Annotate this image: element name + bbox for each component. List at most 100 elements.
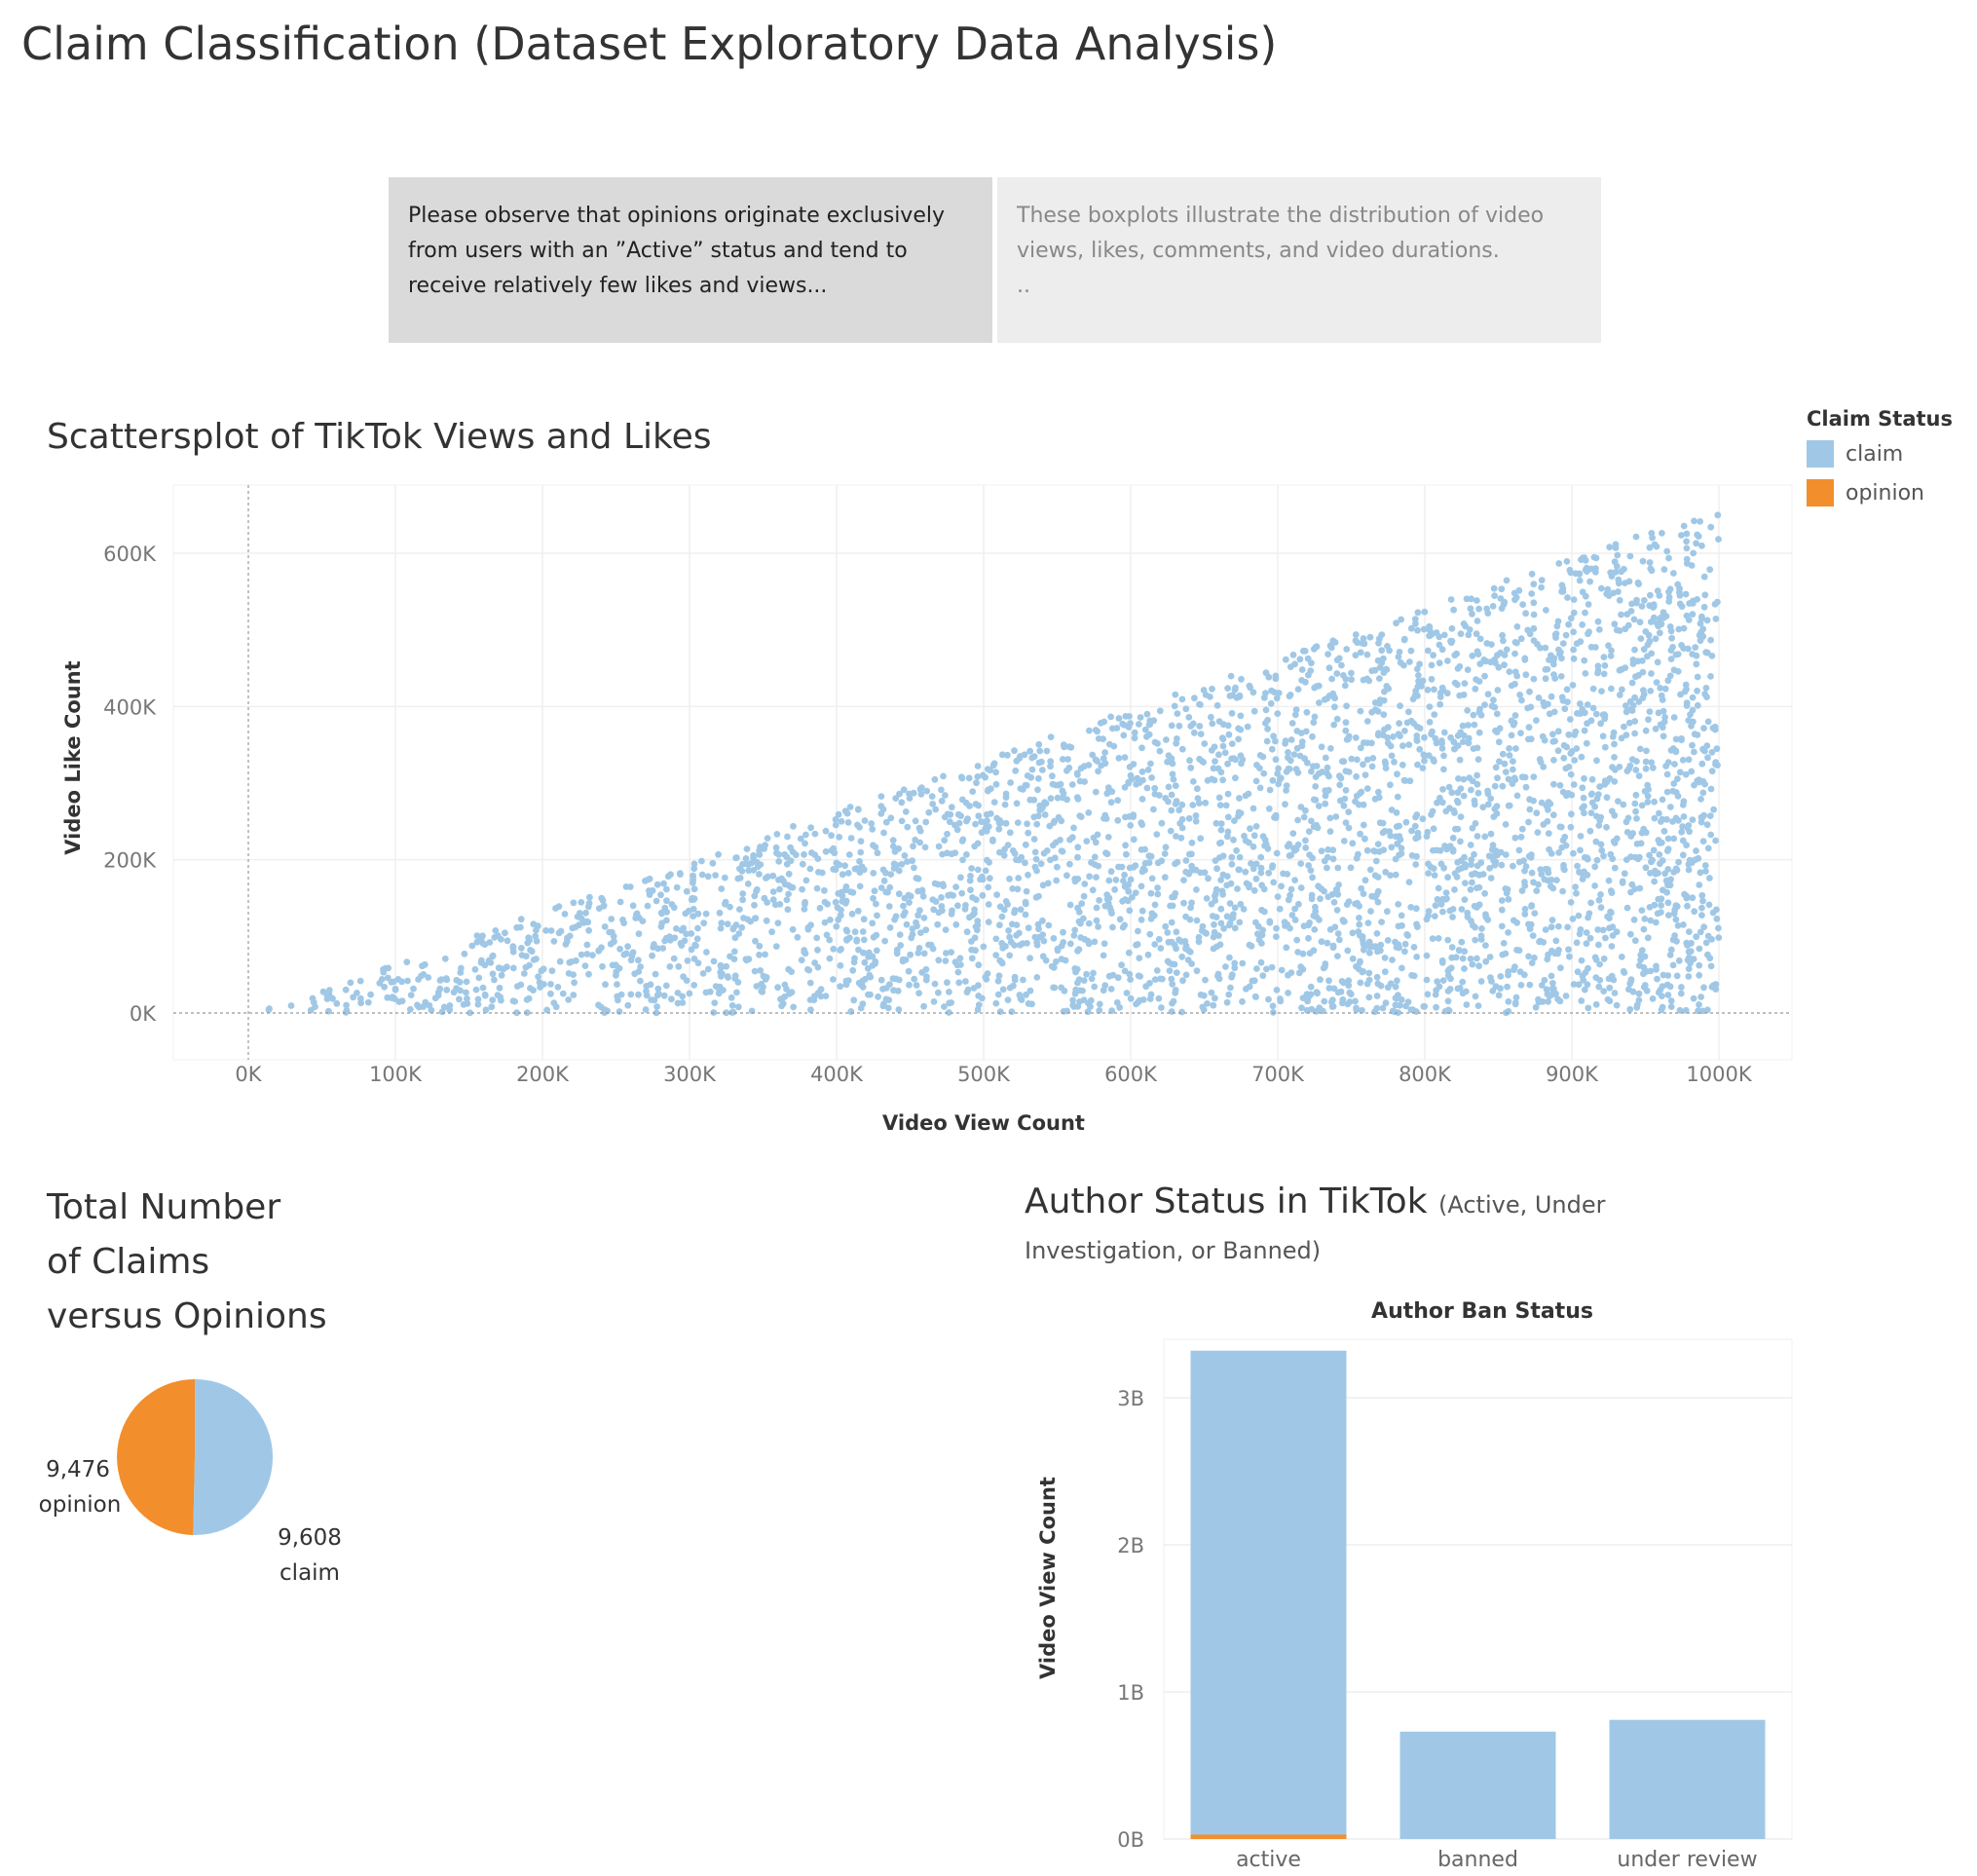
scatter-point [1172, 989, 1179, 996]
scatter-point [1146, 930, 1154, 938]
scatter-point [1075, 908, 1083, 916]
scatter-point [1366, 866, 1374, 874]
scatter-point [1004, 751, 1011, 759]
scatter-point [1535, 998, 1543, 1006]
scatter-point [1021, 751, 1028, 759]
scatter-point [319, 988, 327, 995]
scatter-point [1340, 672, 1347, 679]
scatter-point [1297, 860, 1305, 867]
scatter-point [1453, 650, 1460, 657]
scatter-point [1506, 802, 1513, 809]
legend[interactable]: Claim Status claim opinion [1807, 407, 1972, 518]
scatter-point [1689, 651, 1697, 657]
scatter-point [415, 976, 422, 983]
scatter-point [555, 929, 563, 937]
bar-under-review-claim[interactable] [1609, 1719, 1766, 1839]
scatter-point [1033, 941, 1041, 949]
scatter-chart[interactable]: 0K 100K 200K 300K 400K 500K 600K 700K 800K 900K 10… [0, 468, 1811, 1149]
scatter-point [1363, 718, 1371, 725]
scatter-point [1696, 971, 1703, 979]
bar-active-opinion[interactable] [1190, 1834, 1347, 1840]
scatter-point [910, 843, 916, 850]
scatter-point [1665, 912, 1672, 919]
pie-slice-opinion[interactable] [117, 1379, 195, 1535]
scatter-point [1076, 777, 1084, 785]
scatter-point [1066, 940, 1074, 948]
scatter-point [1632, 673, 1639, 681]
scatter-point [1288, 912, 1296, 919]
scatter-point [1498, 906, 1506, 914]
scatter-point [1387, 872, 1394, 879]
scatter-point [1250, 689, 1257, 696]
scatter-point [1250, 886, 1258, 894]
legend-item-opinion[interactable]: opinion [1807, 479, 1972, 507]
scatter-point [540, 965, 547, 973]
scatter-point [1481, 672, 1488, 680]
scatter-point [1324, 845, 1332, 853]
scatter-point [1193, 886, 1200, 893]
scatter-point [1209, 720, 1216, 728]
scatter-point [1646, 708, 1654, 715]
scatter-point [1043, 747, 1051, 755]
scatter-point [1703, 742, 1711, 749]
scatter-point [1130, 836, 1138, 844]
bar-banned-claim[interactable] [1399, 1731, 1556, 1839]
scatter-point [1704, 844, 1712, 852]
scatter-point [733, 854, 740, 861]
scatter-point [1672, 903, 1680, 911]
scatter-point [1063, 796, 1070, 804]
scatter-point [814, 963, 822, 971]
scatter-point [1616, 596, 1623, 604]
scatter-point [743, 845, 751, 852]
scatter-point [1131, 734, 1138, 742]
scatter-point [1626, 1005, 1634, 1013]
scatter-point [974, 1006, 982, 1013]
scatter-point [744, 881, 752, 887]
scatter-point [789, 925, 797, 933]
scatter-point [1558, 655, 1565, 662]
scatter-point [1510, 862, 1516, 870]
scatter-point [453, 976, 461, 984]
scatter-point [1388, 752, 1396, 760]
scatter-point [1634, 657, 1642, 665]
scatter-point [610, 932, 617, 940]
scatter-point [1361, 942, 1368, 950]
scatter-point [759, 989, 766, 995]
pie-slice-claim[interactable] [193, 1379, 274, 1535]
bar-active-claim[interactable] [1190, 1350, 1347, 1835]
scatter-point [867, 973, 875, 981]
scatter-point [1058, 847, 1065, 854]
scatter-point [1504, 983, 1511, 991]
scatter-point [1566, 716, 1574, 723]
scatter-point [1147, 915, 1155, 922]
scatter-point [772, 943, 780, 950]
scatter-point [1555, 922, 1562, 930]
scatter-point [1650, 846, 1658, 854]
scatter-point [690, 865, 698, 873]
scatter-point [1618, 611, 1624, 619]
legend-item-claim[interactable]: claim [1807, 440, 1972, 468]
scatter-point [832, 866, 839, 874]
scatter-point [1676, 600, 1684, 608]
scatter-point [1263, 965, 1270, 973]
scatter-point [999, 942, 1007, 949]
scatter-point [778, 995, 786, 1002]
scatter-point [1055, 781, 1063, 789]
scatter-point [1657, 685, 1664, 692]
scatter-point [1177, 834, 1185, 842]
scatter-point [1171, 702, 1178, 710]
pie-chart[interactable]: 9,476 opinion 9,608 claim [0, 1364, 409, 1617]
scatter-point [1436, 700, 1444, 708]
scatter-point [1476, 635, 1484, 643]
scatter-point [1438, 684, 1446, 692]
scatter-point [1224, 790, 1232, 798]
scatter-point [1493, 803, 1501, 810]
scatter-point [1570, 981, 1578, 988]
scatter-point [1187, 723, 1195, 730]
scatter-point [1346, 989, 1354, 996]
scatter-point [443, 986, 451, 994]
scatter-point [693, 935, 701, 943]
scatter-point [1345, 808, 1353, 815]
scatter-point [1431, 711, 1438, 718]
